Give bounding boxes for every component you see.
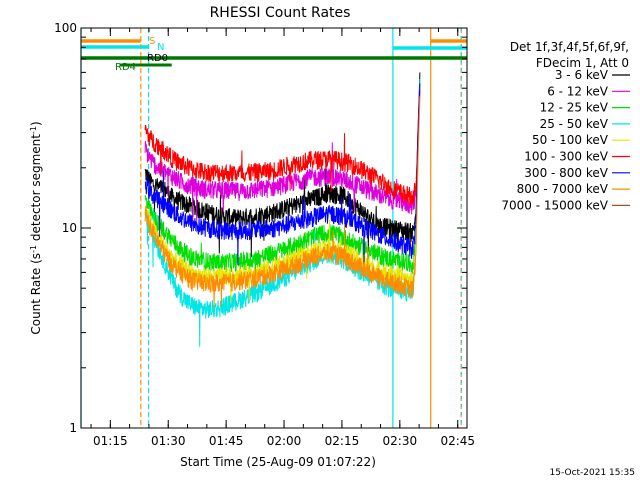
x-tick-label: 01:15 — [93, 434, 128, 448]
y-tick-label: 10 — [62, 221, 77, 235]
x-tick-label: 02:15 — [325, 434, 360, 448]
series-line-2 — [144, 78, 421, 226]
state-label-n: N — [157, 42, 164, 53]
legend-entry-label: 6 - 12 keV — [547, 84, 609, 98]
footer-date: 15-Oct-2021 15:35 — [550, 468, 635, 478]
legend-entry-label: 12 - 25 keV — [540, 101, 609, 115]
x-tick-label: 02:45 — [440, 434, 475, 448]
y-tick-label: 1 — [69, 421, 77, 435]
legend-entry-label: 100 - 300 keV — [524, 150, 608, 164]
x-tick-label: 01:45 — [209, 434, 244, 448]
legend-entry-label: 50 - 100 keV — [532, 133, 609, 147]
x-tick-label: 01:30 — [151, 434, 186, 448]
legend-entry-label: 7000 - 15000 keV — [501, 198, 608, 212]
state-label-s: S — [149, 36, 155, 47]
series-line-3 — [144, 88, 421, 300]
x-axis-label: Start Time (25-Aug-09 01:07:22) — [180, 455, 376, 469]
y-axis-label: Count Rate (s-1 detector segment-1) — [29, 121, 44, 334]
state-label-rd0: RD0 — [147, 53, 168, 64]
legend-entry-label: 25 - 50 keV — [540, 117, 609, 131]
series-line-7 — [144, 83, 421, 266]
series-line-6 — [144, 90, 421, 207]
x-tick-label: 02:00 — [267, 434, 302, 448]
legend-entry-label: 300 - 800 keV — [524, 166, 608, 180]
state-label-rd4: RD4 — [115, 62, 136, 73]
legend-header: FDecim 1, Att 0 — [536, 56, 629, 70]
series-line-8 — [144, 96, 421, 309]
y-tick-label: 100 — [54, 21, 77, 35]
series-group — [144, 72, 421, 347]
axes: 01:15 01:30 01:45 02:00 02:15 02:30 02:45 1 10 10… — [54, 21, 475, 448]
legend-entry-label: 800 - 7000 keV — [517, 182, 609, 196]
legend: Det 1f,3f,4f,5f,6f,9f, FDecim 1, Att 03 -… — [501, 40, 630, 212]
legend-entry-label: 3 - 6 keV — [555, 68, 609, 82]
series-line-1 — [144, 72, 421, 258]
x-tick-label: 02:30 — [383, 434, 418, 448]
legend-header: Det 1f,3f,4f,5f,6f,9f, — [510, 40, 629, 54]
chart-title: RHESSI Count Rates — [210, 5, 351, 21]
